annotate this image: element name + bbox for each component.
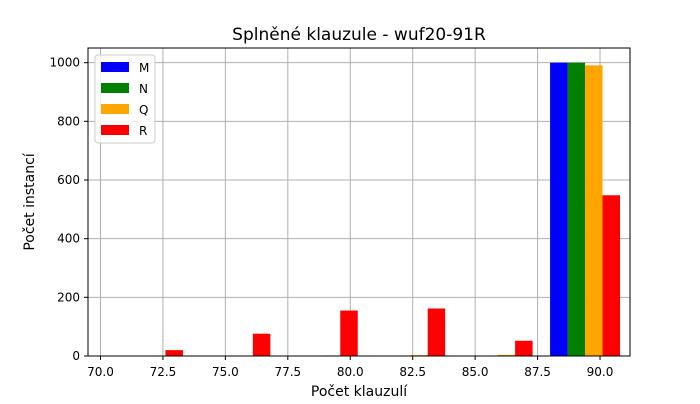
chart-title: Splněné klauzule - wuf20-91R	[232, 25, 486, 45]
y-tick-label: 600	[57, 173, 80, 187]
legend-label-m: M	[139, 61, 149, 75]
legend-swatch-r	[101, 125, 129, 135]
y-tick-label: 800	[57, 114, 80, 128]
bar-series-r	[427, 308, 446, 356]
legend-swatch-n	[101, 83, 129, 93]
y-tick-label: 200	[57, 290, 80, 304]
bar-series-n	[567, 62, 586, 357]
x-tick-label: 90.0	[587, 365, 614, 379]
bar-series-q	[497, 354, 516, 356]
bar-series-r	[515, 340, 533, 356]
axis-ticks: 70.0 72.5 75.0 77.5 80.0 82.5 85.0 87.5 90.0 0 200…	[49, 56, 613, 379]
y-tick-label: 1000	[49, 56, 80, 70]
x-tick-label: 70.0	[87, 365, 114, 379]
x-tick-label: 72.5	[150, 365, 177, 379]
legend-label-q: Q	[139, 103, 148, 117]
legend-box	[94, 54, 156, 144]
bar-series-r	[165, 350, 183, 356]
x-tick-label: 85.0	[462, 365, 489, 379]
x-tick-label: 77.5	[274, 365, 301, 379]
x-tick-label: 75.0	[212, 365, 239, 379]
bar-series-q	[585, 65, 603, 356]
legend-swatch-q	[101, 104, 129, 114]
y-tick-label: 0	[72, 349, 80, 363]
bar-series-r	[252, 333, 271, 356]
legend-swatch-m	[101, 62, 129, 72]
bar-series-r	[340, 310, 358, 356]
x-axis-label: Počet klauzulí	[311, 384, 408, 400]
bar-series-m	[550, 62, 568, 357]
bar-series-r	[602, 195, 621, 356]
y-axis-label: Počet instancí	[22, 152, 38, 250]
plot-frame	[87, 47, 631, 357]
legend-label-n: N	[139, 82, 148, 96]
y-tick-label: 400	[57, 232, 80, 246]
legend-label-r: R	[139, 124, 147, 138]
bars	[165, 62, 621, 357]
x-tick-label: 82.5	[399, 365, 426, 379]
x-tick-label: 80.0	[337, 365, 364, 379]
x-tick-label: 87.5	[524, 365, 551, 379]
